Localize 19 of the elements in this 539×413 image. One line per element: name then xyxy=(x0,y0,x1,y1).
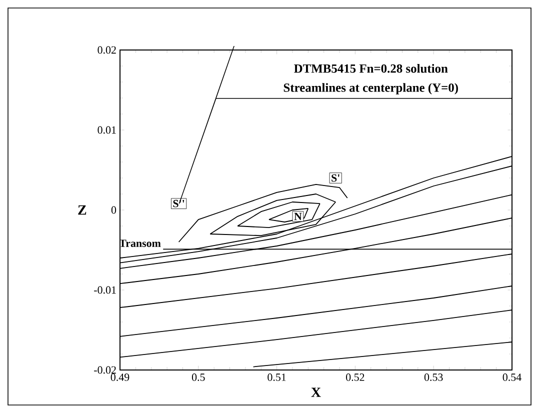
x-tick-label: 0.54 xyxy=(502,374,522,381)
x-tick-label: 0.51 xyxy=(268,374,286,381)
y-tick-label: -0.02 xyxy=(94,366,116,374)
annotation: S' xyxy=(332,174,340,182)
y-tick-label: -0.01 xyxy=(94,286,116,294)
x-tick-label: 0.49 xyxy=(110,374,130,381)
x-axis-title: X xyxy=(311,388,321,397)
annotation: N xyxy=(294,212,302,220)
y-tick-label: 0.02 xyxy=(98,46,116,54)
y-tick-label: 0 xyxy=(111,206,116,214)
x-tick-label: 0.53 xyxy=(424,374,443,381)
annotation: Transom xyxy=(119,240,161,248)
x-tick-label: 0.5 xyxy=(192,374,205,381)
text: DTMB5415 Fn=0.28 solution xyxy=(294,64,448,73)
annotation: S'' xyxy=(173,200,184,208)
text: Streamlines at centerplane (Y=0) xyxy=(284,83,458,94)
y-tick-label: 0.01 xyxy=(98,126,116,134)
y-axis-title: Z xyxy=(78,205,86,215)
x-tick-label: 0.52 xyxy=(346,374,364,381)
